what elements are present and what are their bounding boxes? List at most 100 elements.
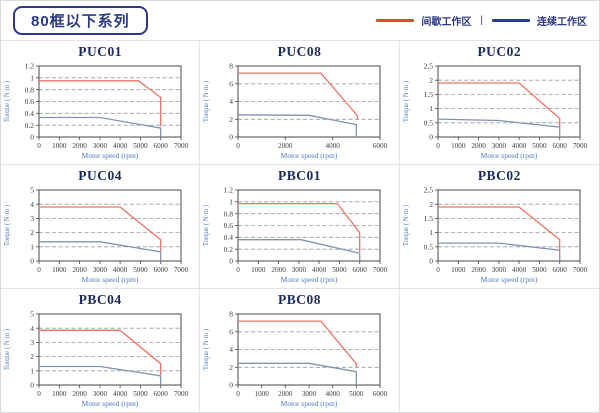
svg-text:7000: 7000 (174, 266, 189, 274)
svg-text:0.4: 0.4 (224, 233, 234, 242)
svg-text:3000: 3000 (492, 142, 507, 150)
svg-text:Torque ( N·m ): Torque ( N·m ) (203, 329, 210, 370)
svg-text:6000: 6000 (373, 142, 388, 150)
svg-text:0: 0 (30, 381, 34, 390)
svg-text:6: 6 (230, 79, 234, 88)
chart-cell-pbc01: PBC01 0 0.2 0.4 0.6 0.8 1 1.2 0 1000 2000 3000 4000… (200, 165, 400, 289)
svg-text:1: 1 (430, 104, 434, 113)
svg-text:5000: 5000 (133, 142, 148, 150)
svg-text:Motor speed (rpm): Motor speed (rpm) (281, 399, 338, 408)
chart-grid: PUC01 0 0.2 0.4 0.6 0.8 1 1.2 0 1000 2000 3000 4000… (1, 40, 599, 412)
chart-cell-puc04: PUC04 0 1 2 3 4 5 0 1000 2000 3000 4000 5000 6000 700… (1, 165, 201, 289)
svg-text:3000: 3000 (492, 266, 507, 274)
svg-text:3: 3 (30, 214, 34, 223)
svg-text:Motor speed (rpm): Motor speed (rpm) (481, 151, 538, 160)
intermittent-zone-line-swatch (376, 19, 415, 22)
svg-text:0.8: 0.8 (224, 209, 234, 218)
svg-text:0.5: 0.5 (424, 242, 434, 251)
svg-text:1.5: 1.5 (424, 214, 434, 223)
svg-text:3000: 3000 (292, 266, 307, 274)
chart-title: PUC08 (277, 44, 322, 59)
svg-text:0: 0 (37, 142, 41, 150)
svg-text:6000: 6000 (353, 266, 368, 274)
svg-text:1.5: 1.5 (424, 90, 434, 99)
svg-text:Torque ( N·m ): Torque ( N·m ) (4, 329, 11, 370)
svg-text:6000: 6000 (154, 390, 169, 398)
svg-text:1000: 1000 (252, 266, 267, 274)
svg-text:1000: 1000 (52, 390, 67, 398)
svg-text:4000: 4000 (326, 390, 341, 398)
svg-text:2000: 2000 (73, 142, 88, 150)
svg-text:3000: 3000 (93, 266, 108, 274)
svg-text:0: 0 (30, 133, 34, 142)
svg-text:5000: 5000 (533, 266, 548, 274)
svg-text:0: 0 (430, 257, 434, 266)
svg-text:4000: 4000 (512, 266, 527, 274)
svg-text:Torque ( N·m ): Torque ( N·m ) (203, 81, 210, 122)
svg-text:0.4: 0.4 (25, 109, 35, 118)
svg-text:4000: 4000 (512, 142, 527, 150)
svg-text:6000: 6000 (553, 142, 568, 150)
svg-text:Torque ( N·m ): Torque ( N·m ) (403, 205, 410, 246)
svg-text:Motor speed (rpm): Motor speed (rpm) (82, 151, 139, 160)
svg-text:1000: 1000 (52, 142, 67, 150)
torque-speed-chart: 0 2 4 6 8 0 1000 2000 3000 4000 5000 6000 Motor spee… (200, 309, 398, 409)
svg-text:7000: 7000 (174, 390, 189, 398)
svg-text:4: 4 (230, 97, 234, 106)
svg-text:2: 2 (230, 363, 234, 372)
svg-text:Motor speed (rpm): Motor speed (rpm) (281, 151, 338, 160)
svg-text:2: 2 (430, 200, 434, 209)
svg-text:0.6: 0.6 (25, 97, 35, 106)
series-title-badge: 80框以下系列 (13, 6, 148, 35)
torque-speed-chart: 0 0.5 1 1.5 2 2.5 0 1000 2000 3000 4000 5000 6000 700… (400, 61, 598, 161)
svg-text:1: 1 (430, 228, 434, 237)
chart-cell-pbc08: PBC08 0 2 4 6 8 0 1000 2000 3000 4000 5000 6000 Moto… (200, 289, 400, 412)
svg-text:Torque ( N·m ): Torque ( N·m ) (403, 81, 410, 122)
svg-text:4000: 4000 (113, 142, 128, 150)
svg-text:0: 0 (230, 133, 234, 142)
svg-text:4: 4 (30, 324, 34, 333)
torque-speed-chart: 0 2 4 6 8 0 2000 4000 6000 Motor speed (rpm) Torqu… (200, 61, 398, 161)
svg-text:3000: 3000 (302, 390, 317, 398)
svg-text:8: 8 (230, 310, 234, 319)
svg-text:1.2: 1.2 (224, 186, 234, 195)
torque-speed-chart: 0 0.5 1 1.5 2 2.5 0 1000 2000 3000 4000 5000 6000 700… (400, 185, 598, 285)
svg-text:1000: 1000 (451, 142, 466, 150)
svg-text:Torque ( N·m ): Torque ( N·m ) (203, 205, 210, 246)
svg-text:2000: 2000 (73, 390, 88, 398)
svg-text:2000: 2000 (472, 142, 487, 150)
svg-text:2000: 2000 (472, 266, 487, 274)
legend: 间歇工作区 | 连续工作区 (376, 13, 587, 28)
svg-text:4: 4 (230, 345, 234, 354)
chart-title: PUC01 (78, 44, 123, 59)
svg-text:3000: 3000 (93, 390, 108, 398)
torque-speed-chart: 0 0.2 0.4 0.6 0.8 1 1.2 0 1000 2000 3000 4000 5000 60… (1, 61, 199, 161)
svg-text:6000: 6000 (553, 266, 568, 274)
svg-text:2000: 2000 (279, 142, 294, 150)
svg-text:0: 0 (37, 266, 41, 274)
svg-text:0.8: 0.8 (25, 85, 35, 94)
svg-text:2000: 2000 (272, 266, 287, 274)
svg-text:2: 2 (430, 76, 434, 85)
svg-text:7000: 7000 (573, 142, 588, 150)
svg-text:5: 5 (30, 186, 34, 195)
svg-text:4000: 4000 (113, 390, 128, 398)
svg-text:7000: 7000 (573, 266, 588, 274)
torque-speed-chart: 0 1 2 3 4 5 0 1000 2000 3000 4000 5000 6000 7000 Motor… (1, 309, 199, 409)
svg-text:1000: 1000 (451, 266, 466, 274)
svg-text:0: 0 (237, 390, 241, 398)
chart-cell-pbc02: PBC02 0 0.5 1 1.5 2 2.5 0 1000 2000 3000 4000 5000 6… (399, 165, 599, 289)
chart-title: PBC01 (277, 168, 321, 183)
svg-text:6000: 6000 (373, 390, 388, 398)
svg-text:6000: 6000 (154, 266, 169, 274)
svg-text:1: 1 (30, 242, 34, 251)
chart-cell-puc01: PUC01 0 0.2 0.4 0.6 0.8 1 1.2 0 1000 2000 3000 4000… (1, 41, 201, 165)
chart-cell-puc02: PUC02 0 0.5 1 1.5 2 2.5 0 1000 2000 3000 4000 5000 6… (399, 41, 599, 165)
torque-speed-chart: 0 1 2 3 4 5 0 1000 2000 3000 4000 5000 6000 7000 Motor… (1, 185, 199, 285)
svg-text:0: 0 (430, 133, 434, 142)
svg-text:Torque ( N·m ): Torque ( N·m ) (4, 205, 11, 246)
chart-title: PUC04 (78, 168, 123, 183)
svg-text:3: 3 (30, 338, 34, 347)
svg-text:0: 0 (230, 257, 234, 266)
